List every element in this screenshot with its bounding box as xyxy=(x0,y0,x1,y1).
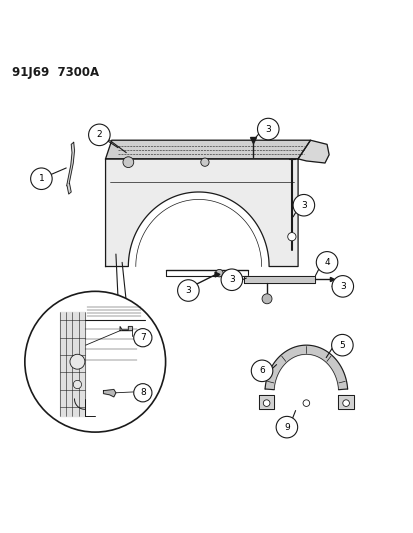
Circle shape xyxy=(200,158,209,166)
Polygon shape xyxy=(297,140,328,163)
Text: 2: 2 xyxy=(96,131,102,139)
Circle shape xyxy=(251,360,272,382)
Polygon shape xyxy=(60,312,85,416)
Text: 3: 3 xyxy=(300,201,306,209)
Circle shape xyxy=(261,294,271,304)
Circle shape xyxy=(302,400,309,407)
Circle shape xyxy=(292,195,314,216)
Text: 3: 3 xyxy=(339,282,345,291)
Circle shape xyxy=(31,168,52,190)
Circle shape xyxy=(133,384,152,402)
Text: 3: 3 xyxy=(265,125,271,134)
Circle shape xyxy=(73,381,81,389)
Text: 3: 3 xyxy=(185,286,191,295)
Text: 4: 4 xyxy=(323,258,329,267)
Text: 9: 9 xyxy=(283,423,289,432)
Circle shape xyxy=(70,354,85,369)
Circle shape xyxy=(88,124,110,146)
Polygon shape xyxy=(264,345,347,390)
Circle shape xyxy=(275,416,297,438)
Text: 5: 5 xyxy=(339,341,344,350)
Polygon shape xyxy=(258,395,274,409)
Circle shape xyxy=(221,269,242,290)
Circle shape xyxy=(316,252,337,273)
Circle shape xyxy=(257,118,278,140)
Circle shape xyxy=(215,269,223,277)
Polygon shape xyxy=(105,140,310,159)
Polygon shape xyxy=(103,390,116,397)
Polygon shape xyxy=(66,142,74,194)
Circle shape xyxy=(123,157,133,167)
Circle shape xyxy=(133,329,152,347)
Circle shape xyxy=(177,280,199,301)
Circle shape xyxy=(287,232,295,241)
Circle shape xyxy=(331,334,352,356)
Text: 3: 3 xyxy=(228,275,234,284)
Circle shape xyxy=(342,400,349,407)
Polygon shape xyxy=(105,159,297,266)
Polygon shape xyxy=(120,327,132,330)
Circle shape xyxy=(263,400,269,407)
Text: 6: 6 xyxy=(259,366,264,375)
Circle shape xyxy=(331,276,353,297)
Text: 8: 8 xyxy=(140,388,145,397)
Text: 1: 1 xyxy=(38,174,44,183)
Polygon shape xyxy=(244,276,314,283)
Circle shape xyxy=(25,292,165,432)
Polygon shape xyxy=(337,395,353,409)
Text: 91J69  7300A: 91J69 7300A xyxy=(12,66,99,79)
Text: 7: 7 xyxy=(140,333,145,342)
